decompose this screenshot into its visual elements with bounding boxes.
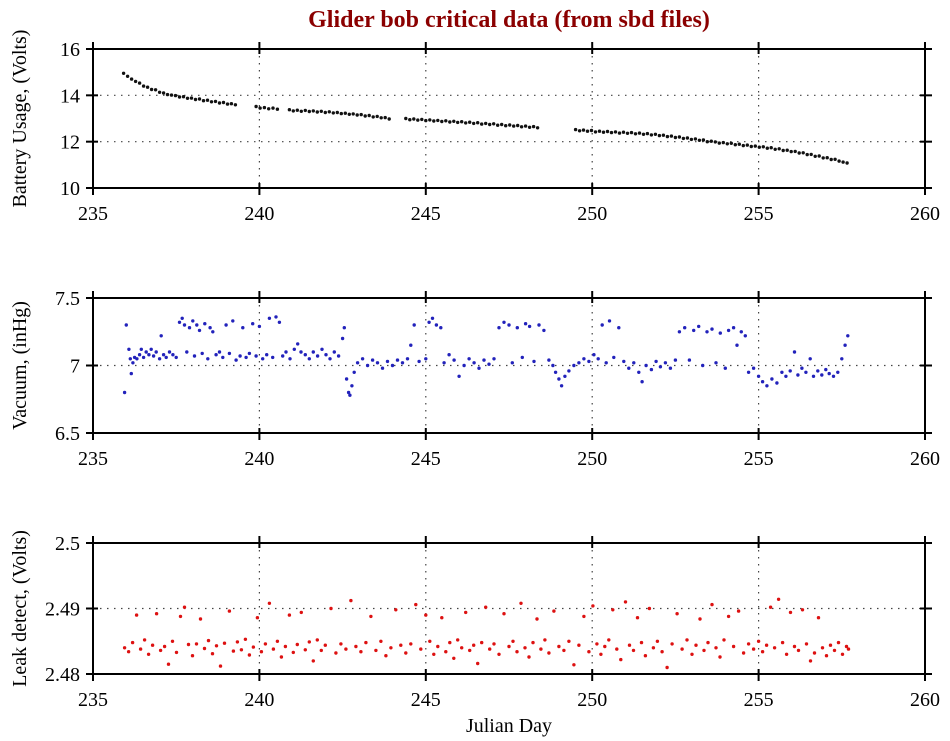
y-tick-label: 14 <box>60 85 80 107</box>
x-tick-label: 255 <box>744 448 774 470</box>
x-tick-label: 250 <box>577 689 607 711</box>
x-tick-label: 260 <box>910 689 940 711</box>
y-tick-label: 2.5 <box>55 533 80 555</box>
battery-y-axis-label: Battery Usage, (Volts) <box>9 30 31 208</box>
y-tick-label: 12 <box>60 132 80 154</box>
y-tick-label: 10 <box>60 178 80 200</box>
y-tick-label: 7.5 <box>55 288 80 310</box>
x-tick-label: 255 <box>744 203 774 225</box>
x-tick-label: 235 <box>78 448 108 470</box>
x-tick-label: 245 <box>411 448 441 470</box>
x-tick-label: 240 <box>244 689 274 711</box>
x-tick-label: 255 <box>744 689 774 711</box>
figure-title: Glider bob critical data (from sbd files… <box>308 7 710 33</box>
x-tick-label: 235 <box>78 689 108 711</box>
x-tick-label: 240 <box>244 448 274 470</box>
x-tick-label: 245 <box>411 689 441 711</box>
leak-y-axis-label: Leak detect, (Volts) <box>9 530 31 687</box>
x-tick-label: 250 <box>577 203 607 225</box>
leak-points <box>122 597 851 670</box>
y-tick-label: 16 <box>60 39 80 61</box>
vacuum-points <box>122 315 850 397</box>
y-tick-label: 2.49 <box>45 599 80 621</box>
x-tick-label: 260 <box>910 448 940 470</box>
battery-points <box>121 71 849 165</box>
x-tick-label: 260 <box>910 203 940 225</box>
vacuum-chart: 235 240 245 250 255 260 6.5 7 7.5 Vacuum, (inHg) <box>9 288 940 470</box>
x-axis-label: Julian Day <box>466 715 552 737</box>
x-tick-label: 245 <box>411 203 441 225</box>
y-tick-label: 2.48 <box>45 664 80 686</box>
y-tick-label: 6.5 <box>55 423 80 445</box>
battery-chart: 235 240 245 250 255 260 10 12 14 16 Battery Usage,… <box>9 30 940 225</box>
vacuum-y-axis-label: Vacuum, (inHg) <box>9 301 31 430</box>
x-tick-label: 240 <box>244 203 274 225</box>
leak-chart: 235 240 245 250 255 260 2.48 2.49 2.5 Leak detect… <box>9 530 940 737</box>
y-tick-label: 7 <box>70 356 80 378</box>
axes-box <box>92 48 926 189</box>
x-tick-label: 235 <box>78 203 108 225</box>
x-tick-label: 250 <box>577 448 607 470</box>
